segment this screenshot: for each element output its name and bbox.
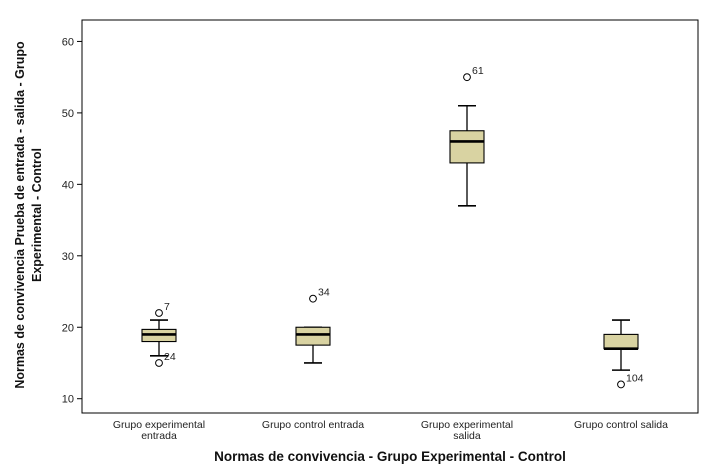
y-tick-label: 30 xyxy=(62,251,74,263)
y-tick-label: 60 xyxy=(62,36,74,48)
outlier-label: 104 xyxy=(626,372,644,384)
x-category-label: entrada xyxy=(141,430,177,442)
x-category-label: salida xyxy=(453,430,481,442)
y-axis-label: Normas de convivencia Prueba de entrada … xyxy=(13,41,44,389)
y-tick-label: 10 xyxy=(62,394,74,406)
y-axis-label-line-1: Normas de convivencia Prueba de entrada … xyxy=(13,41,27,389)
outlier-point xyxy=(463,73,471,82)
x-category-label: Grupo control entrada xyxy=(262,419,364,431)
box-group: 34 xyxy=(295,287,331,364)
outlier-point xyxy=(309,294,317,303)
box xyxy=(449,130,485,164)
outlier-point xyxy=(617,380,625,389)
outlier-label: 34 xyxy=(318,287,330,299)
outlier-label: 24 xyxy=(164,351,176,363)
box-group: 61 xyxy=(449,65,485,207)
outlier-point xyxy=(155,309,163,317)
y-axis: 10 20 30 40 50 60 xyxy=(62,36,82,406)
box-group: 7 24 xyxy=(141,301,177,367)
x-category-label: Grupo control salida xyxy=(574,419,668,431)
y-tick-label: 20 xyxy=(62,322,74,334)
box xyxy=(603,333,639,350)
y-tick-label: 40 xyxy=(62,179,74,191)
box-group: 104 xyxy=(603,319,644,389)
x-category-label: Grupo experimental xyxy=(421,419,513,431)
y-tick-label: 50 xyxy=(62,108,74,120)
box xyxy=(295,326,331,346)
outlier-point xyxy=(155,359,163,367)
outlier-label: 7 xyxy=(164,301,170,313)
x-category-label: Grupo experimental xyxy=(113,419,205,431)
box-series: 7 24 34 61 104 xyxy=(141,65,644,389)
plot-area xyxy=(81,19,699,414)
y-axis-label-line-2: Experimental - Control xyxy=(30,148,44,282)
x-axis-label: Normas de convivencia - Grupo Experiment… xyxy=(214,449,566,464)
outlier-label: 61 xyxy=(472,65,484,77)
